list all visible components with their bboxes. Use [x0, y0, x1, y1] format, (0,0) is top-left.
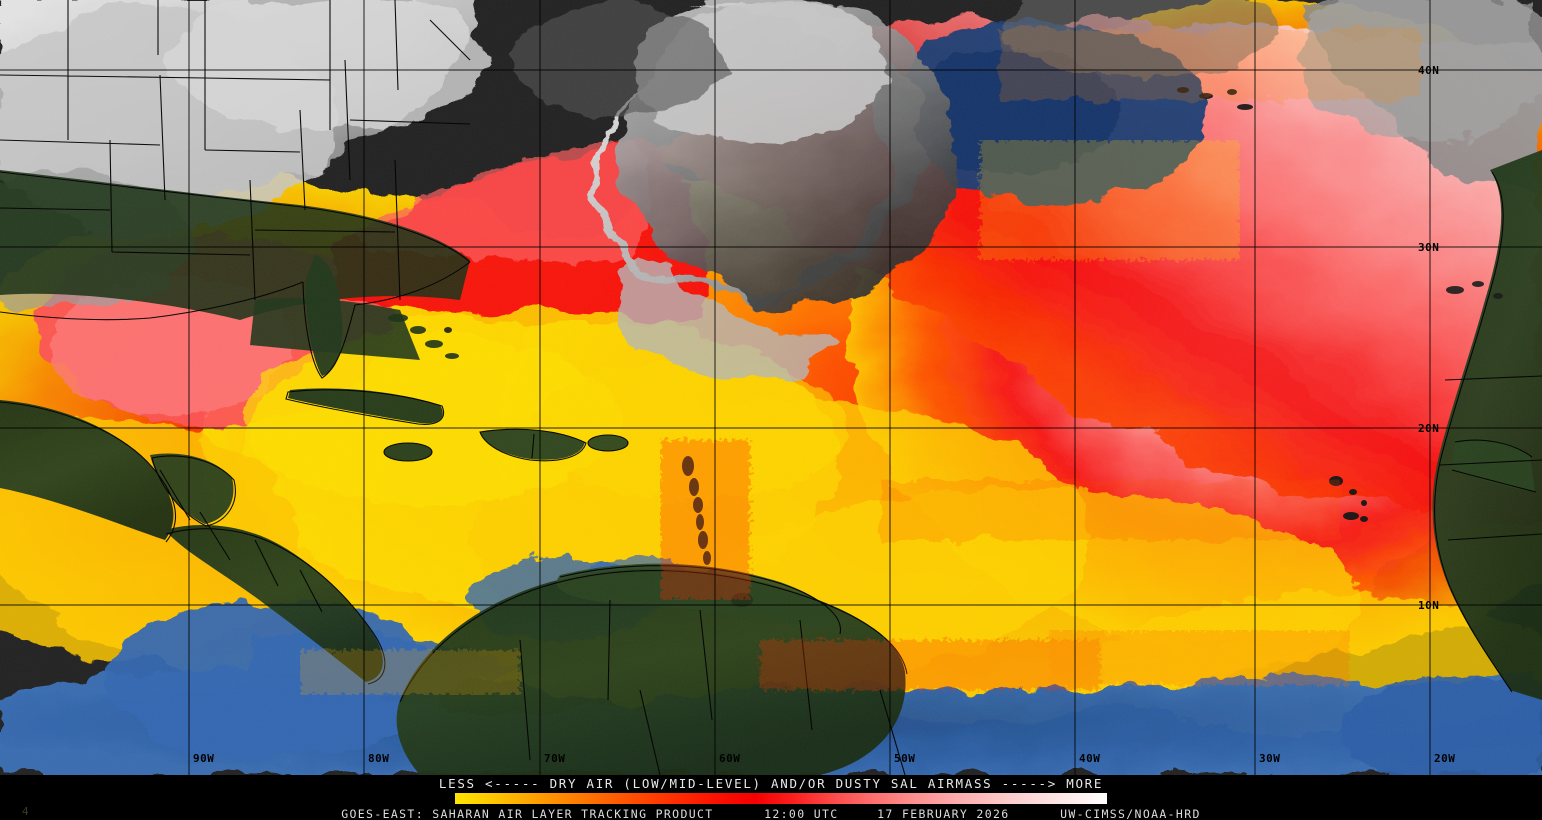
- image-noise-overlay: [0, 0, 1542, 775]
- observation-date: 17 FEBRUARY 2026: [877, 807, 1010, 820]
- satellite-image-canvas: 40N 30N 20N 10N 90W 80W 70W 60W 50W 40W 30W 20W: [0, 0, 1542, 775]
- annotation-footer: LESS <----- DRY AIR (LOW/MID-LEVEL) AND/…: [0, 775, 1542, 820]
- graticule-grid: [0, 0, 1542, 775]
- colorbar-caption: LESS <----- DRY AIR (LOW/MID-LEVEL) AND/…: [438, 776, 1104, 791]
- graticule-labels: 40N 30N 20N 10N 90W 80W 70W 60W 50W 40W 30W 20W: [193, 64, 1455, 765]
- longitude-label: 90W: [193, 752, 214, 765]
- product-metadata-line: GOES-EAST: SAHARAN AIR LAYER TRACKING PR…: [0, 807, 1542, 820]
- latitude-label: 20N: [1418, 422, 1439, 435]
- longitude-label: 80W: [368, 752, 389, 765]
- longitude-label: 60W: [719, 752, 740, 765]
- longitude-label: 20W: [1434, 752, 1455, 765]
- product-credit: UW-CIMSS/NOAA-HRD: [1060, 807, 1201, 820]
- longitude-label: 40W: [1079, 752, 1100, 765]
- latitude-label: 40N: [1418, 64, 1439, 77]
- longitude-label: 70W: [544, 752, 565, 765]
- product-title-label: GOES-EAST: SAHARAN AIR LAYER TRACKING PR…: [341, 807, 714, 820]
- satellite-imagery-svg: 40N 30N 20N 10N 90W 80W 70W 60W 50W 40W 30W 20W: [0, 0, 1542, 775]
- longitude-label: 50W: [894, 752, 915, 765]
- observation-time: 12:00 UTC: [764, 807, 839, 820]
- longitude-label: 30W: [1259, 752, 1280, 765]
- colorbar-container: [455, 793, 1107, 804]
- latitude-label: 30N: [1418, 241, 1439, 254]
- latitude-label: 10N: [1418, 599, 1439, 612]
- corner-frame-number: 4: [22, 805, 29, 818]
- colorbar-gradient: [455, 793, 1107, 804]
